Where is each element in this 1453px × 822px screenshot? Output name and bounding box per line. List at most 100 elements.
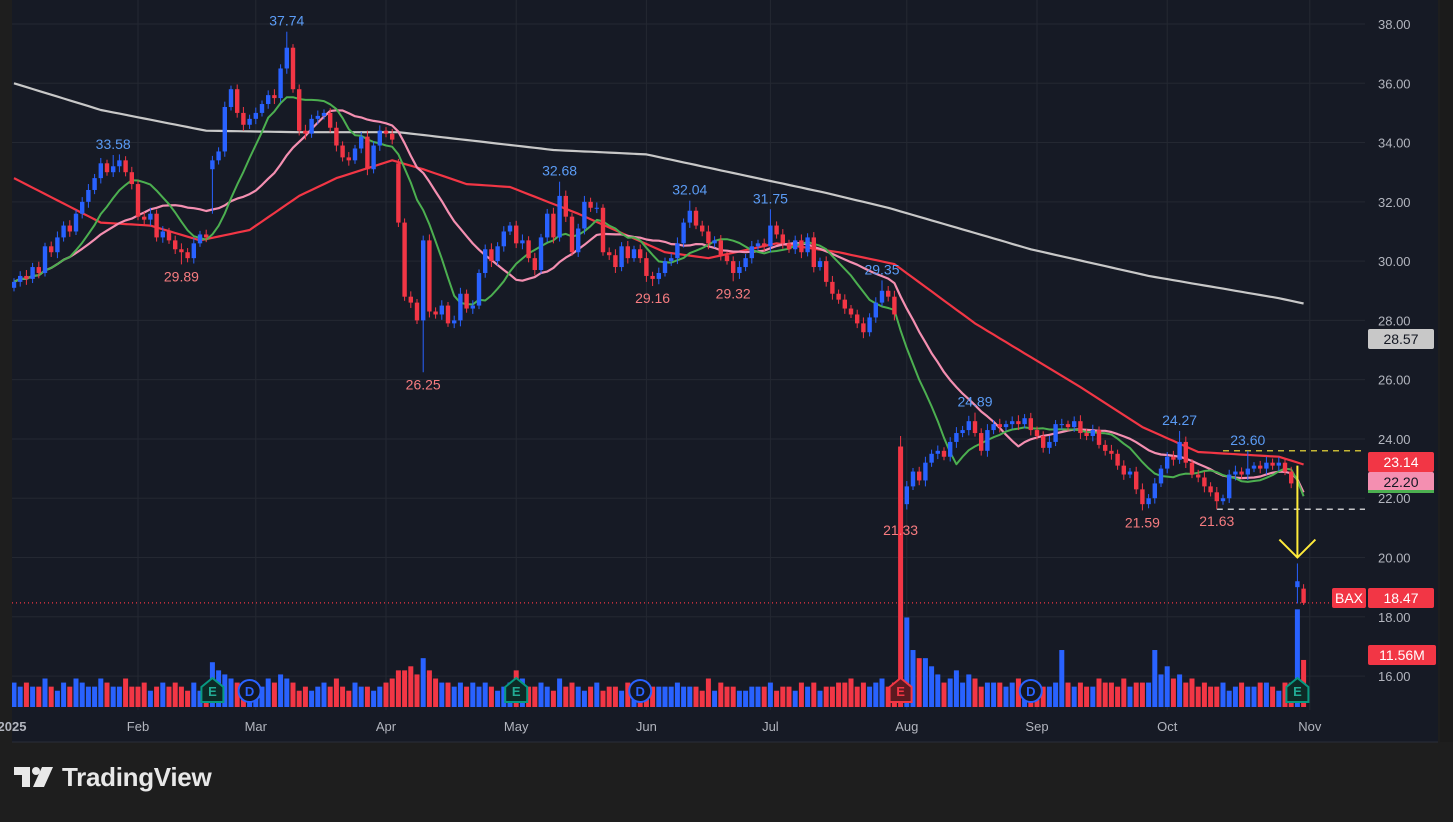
earnings-marker[interactable]: E [888, 676, 913, 703]
candle-body [278, 68, 283, 99]
candle [576, 223, 581, 257]
candle-body [1220, 498, 1226, 502]
candle [551, 207, 556, 244]
candle [861, 317, 866, 339]
candle [266, 90, 271, 109]
candle-body [1109, 450, 1114, 454]
event-type-label: D [636, 684, 645, 699]
candle [483, 244, 488, 278]
volume-bar [302, 686, 308, 707]
candle [855, 309, 860, 329]
earnings-marker[interactable]: E [1285, 676, 1310, 703]
candle-body [1047, 441, 1052, 448]
candle [910, 468, 916, 490]
candle-body [464, 293, 469, 309]
candle [1121, 460, 1126, 480]
candle-body [92, 178, 97, 190]
volume-bar [910, 650, 916, 707]
candle [731, 256, 736, 282]
candle-body [607, 252, 612, 256]
candle-body [191, 243, 196, 259]
volume-bar [426, 670, 432, 707]
candle [960, 425, 965, 438]
volume-bar [687, 686, 693, 707]
candle [489, 243, 494, 268]
dividend-marker[interactable]: D [237, 679, 262, 703]
volume-bar [1245, 686, 1251, 707]
candle [700, 220, 705, 237]
volume-bar [718, 682, 724, 707]
candle [991, 419, 996, 435]
dividend-marker[interactable]: D [1018, 679, 1043, 703]
candle [49, 241, 54, 257]
earnings-marker[interactable]: E [504, 676, 529, 703]
candle-body [954, 433, 959, 442]
volume-bar [1294, 609, 1300, 707]
time-axis[interactable]: 2025 Feb Mar Apr May Jun Jul Aug Sep Oct Nov [0, 719, 1322, 734]
volume-bar [953, 670, 959, 707]
event-type-label: E [1293, 684, 1302, 699]
volume-bar [265, 678, 271, 707]
candle [898, 435, 903, 519]
volume-bar [1164, 666, 1170, 707]
candle [972, 412, 978, 437]
high-label: 32.68 [542, 163, 577, 179]
candle-body [321, 112, 327, 116]
volume-bar [867, 686, 873, 707]
candle-body [359, 136, 364, 149]
candle-body [1301, 588, 1306, 603]
candle [954, 427, 959, 448]
candle [1245, 450, 1250, 480]
volume-bar [842, 682, 848, 707]
volume-bar [73, 678, 79, 707]
candle-body [1134, 471, 1139, 490]
event-type-label: E [208, 684, 217, 699]
volume-bar [1133, 682, 1139, 707]
candle-body [997, 424, 1002, 428]
candle [1109, 444, 1114, 460]
volume-bar [848, 678, 854, 707]
candle-body [545, 213, 550, 238]
candle [61, 221, 66, 242]
candle-body [1233, 471, 1238, 475]
volume-bar [625, 682, 631, 707]
volume-bar [904, 617, 910, 707]
volume-bar [966, 674, 972, 707]
candle-body [408, 296, 413, 303]
candle [1016, 415, 1021, 431]
volume-bar [860, 682, 866, 707]
dividend-marker[interactable]: D [628, 679, 653, 703]
volume-bar [383, 682, 389, 707]
price-axis[interactable]: 16.00 18.00 20.00 22.00 24.00 26.00 28.00 30.00… [1378, 17, 1411, 684]
volume-bar [693, 686, 699, 707]
candle-body [867, 317, 872, 333]
candle [247, 114, 252, 129]
candle [334, 121, 339, 152]
volume-bar [991, 682, 997, 707]
candle-body [1183, 441, 1188, 463]
candle [222, 101, 227, 157]
candle [396, 158, 401, 228]
candle [210, 155, 215, 214]
volume-bar [823, 686, 829, 707]
time-tick-label: Jun [636, 719, 657, 734]
candle [1177, 430, 1182, 464]
earnings-marker[interactable]: E [200, 676, 225, 703]
candle-body [904, 486, 909, 505]
tradingview-logo[interactable]: TradingView [14, 762, 212, 793]
candle [1115, 449, 1120, 470]
candle-body [179, 249, 184, 253]
volume-bar [1263, 682, 1269, 707]
price-tick-label: 20.00 [1378, 551, 1411, 566]
candle-body [328, 112, 333, 128]
candle-body [917, 471, 922, 481]
event-type-label: D [1026, 684, 1035, 699]
candle-body [1115, 453, 1120, 466]
volume-bar [92, 686, 98, 707]
candle [1251, 462, 1257, 473]
candle-body [1059, 424, 1064, 426]
volume-bar [48, 686, 54, 707]
